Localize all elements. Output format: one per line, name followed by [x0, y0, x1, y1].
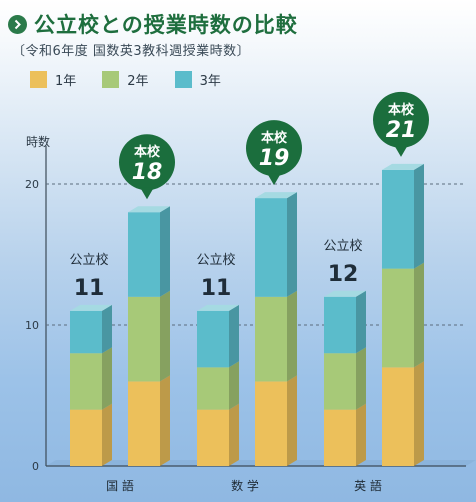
legend-label-year1: 1年 [55, 74, 77, 89]
bar-side-本校-2-0 [414, 361, 424, 466]
bar-segment-本校-0-2 [128, 212, 160, 297]
badge-total-5: 21 [386, 118, 417, 143]
bar-segment-本校-1-1 [255, 296, 287, 382]
bar-side-公立校-2-1 [356, 347, 366, 410]
bar-top-公立校-2 [324, 290, 366, 297]
y-tick-label-10: 10 [25, 319, 39, 332]
bar-segment-公立校-2-1 [324, 353, 356, 410]
bar-side-本校-1-1 [287, 290, 297, 382]
badge-pointer-1 [140, 187, 154, 200]
chart-legend: 1年 2年 3年 [30, 70, 247, 89]
x-category-label-0: 国 語 [106, 478, 134, 493]
bar-side-公立校-1-2 [229, 304, 239, 368]
annotation-total-4: 12 [328, 262, 359, 287]
annotation-label-4: 公立校 [323, 238, 362, 254]
bar-segment-本校-2-1 [382, 268, 414, 368]
bar-side-公立校-1-1 [229, 361, 239, 410]
bar-side-本校-2-1 [414, 262, 424, 368]
bar-segment-公立校-2-2 [324, 296, 356, 354]
bar-side-本校-1-2 [287, 192, 297, 297]
bar-segment-公立校-0-1 [70, 353, 102, 410]
bar-side-本校-1-0 [287, 375, 297, 466]
badge-pointer-5 [394, 144, 408, 157]
badge-total-3: 19 [259, 146, 290, 171]
legend-swatch-year2 [102, 71, 120, 88]
badge-total-1: 18 [132, 160, 163, 185]
bar-side-本校-2-2 [414, 163, 424, 269]
bar-side-本校-0-0 [160, 375, 170, 466]
bar-side-公立校-2-2 [356, 290, 366, 354]
badge-circle-5 [373, 91, 429, 148]
x-category-label-2: 英 語 [354, 478, 382, 493]
legend-label-year3: 3年 [199, 74, 221, 89]
bar-segment-公立校-2-0 [324, 409, 356, 466]
bar-segment-公立校-1-2 [197, 310, 229, 368]
bar-top-公立校-1 [197, 304, 239, 311]
chevron-right-icon [8, 14, 27, 34]
chart-subtitle: 〔令和6年度 国数英3教科週授業時数〕 [12, 44, 251, 59]
badge-label-3: 本校 [261, 130, 288, 146]
bar-top-本校-1 [255, 192, 297, 199]
legend-label-year2: 2年 [127, 74, 149, 89]
badge-pointer-3 [267, 173, 281, 186]
legend-swatch-year1 [30, 71, 47, 88]
bar-side-公立校-0-2 [102, 304, 112, 354]
bar-side-本校-0-1 [160, 290, 170, 382]
bar-top-本校-2 [382, 163, 424, 170]
legend-item-year2: 2年 [102, 70, 149, 89]
bar-segment-公立校-0-0 [70, 409, 102, 466]
bar-side-公立校-0-0 [102, 403, 112, 466]
legend-item-year3: 3年 [174, 70, 221, 89]
annotation-label-2: 公立校 [196, 252, 235, 268]
bar-segment-本校-0-1 [128, 296, 160, 382]
bar-side-公立校-2-0 [356, 403, 366, 466]
bar-top-本校-0 [128, 206, 170, 213]
bar-side-公立校-0-1 [102, 347, 112, 410]
bar-top-公立校-0 [70, 304, 112, 311]
bar-segment-本校-1-2 [255, 198, 287, 297]
bar-segment-本校-2-2 [382, 169, 414, 269]
bar-segment-公立校-1-0 [197, 409, 229, 466]
badge-circle-3 [246, 120, 302, 177]
annotation-total-0: 11 [74, 276, 105, 301]
title-row: 公立校との授業時数の比較 [8, 9, 298, 39]
badge-label-5: 本校 [388, 102, 415, 118]
badge-label-1: 本校 [134, 144, 161, 160]
bar-side-本校-0-2 [160, 206, 170, 297]
legend-swatch-year3 [174, 71, 192, 88]
bar-segment-本校-2-0 [382, 367, 414, 466]
bar-segment-本校-1-0 [255, 381, 287, 466]
annotation-label-0: 公立校 [69, 252, 108, 268]
chart-title: 公立校との授業時数の比較 [34, 13, 298, 37]
bar-segment-公立校-0-2 [70, 310, 102, 354]
y-axis-label: 時数 [26, 134, 50, 149]
chart-header: 公立校との授業時数の比較 〔令和6年度 国数英3教科週授業時数〕 1年 2年 3… [0, 0, 476, 120]
y-tick-label-20: 20 [25, 178, 39, 191]
bar-segment-公立校-1-1 [197, 367, 229, 410]
x-category-label-1: 数 学 [231, 478, 259, 493]
annotation-total-2: 11 [201, 276, 232, 301]
bar-segment-本校-0-0 [128, 381, 160, 466]
y-tick-label-0: 0 [32, 460, 39, 473]
badge-circle-1 [119, 134, 175, 191]
bar-side-公立校-1-0 [229, 403, 239, 466]
legend-item-year1: 1年 [30, 70, 76, 89]
